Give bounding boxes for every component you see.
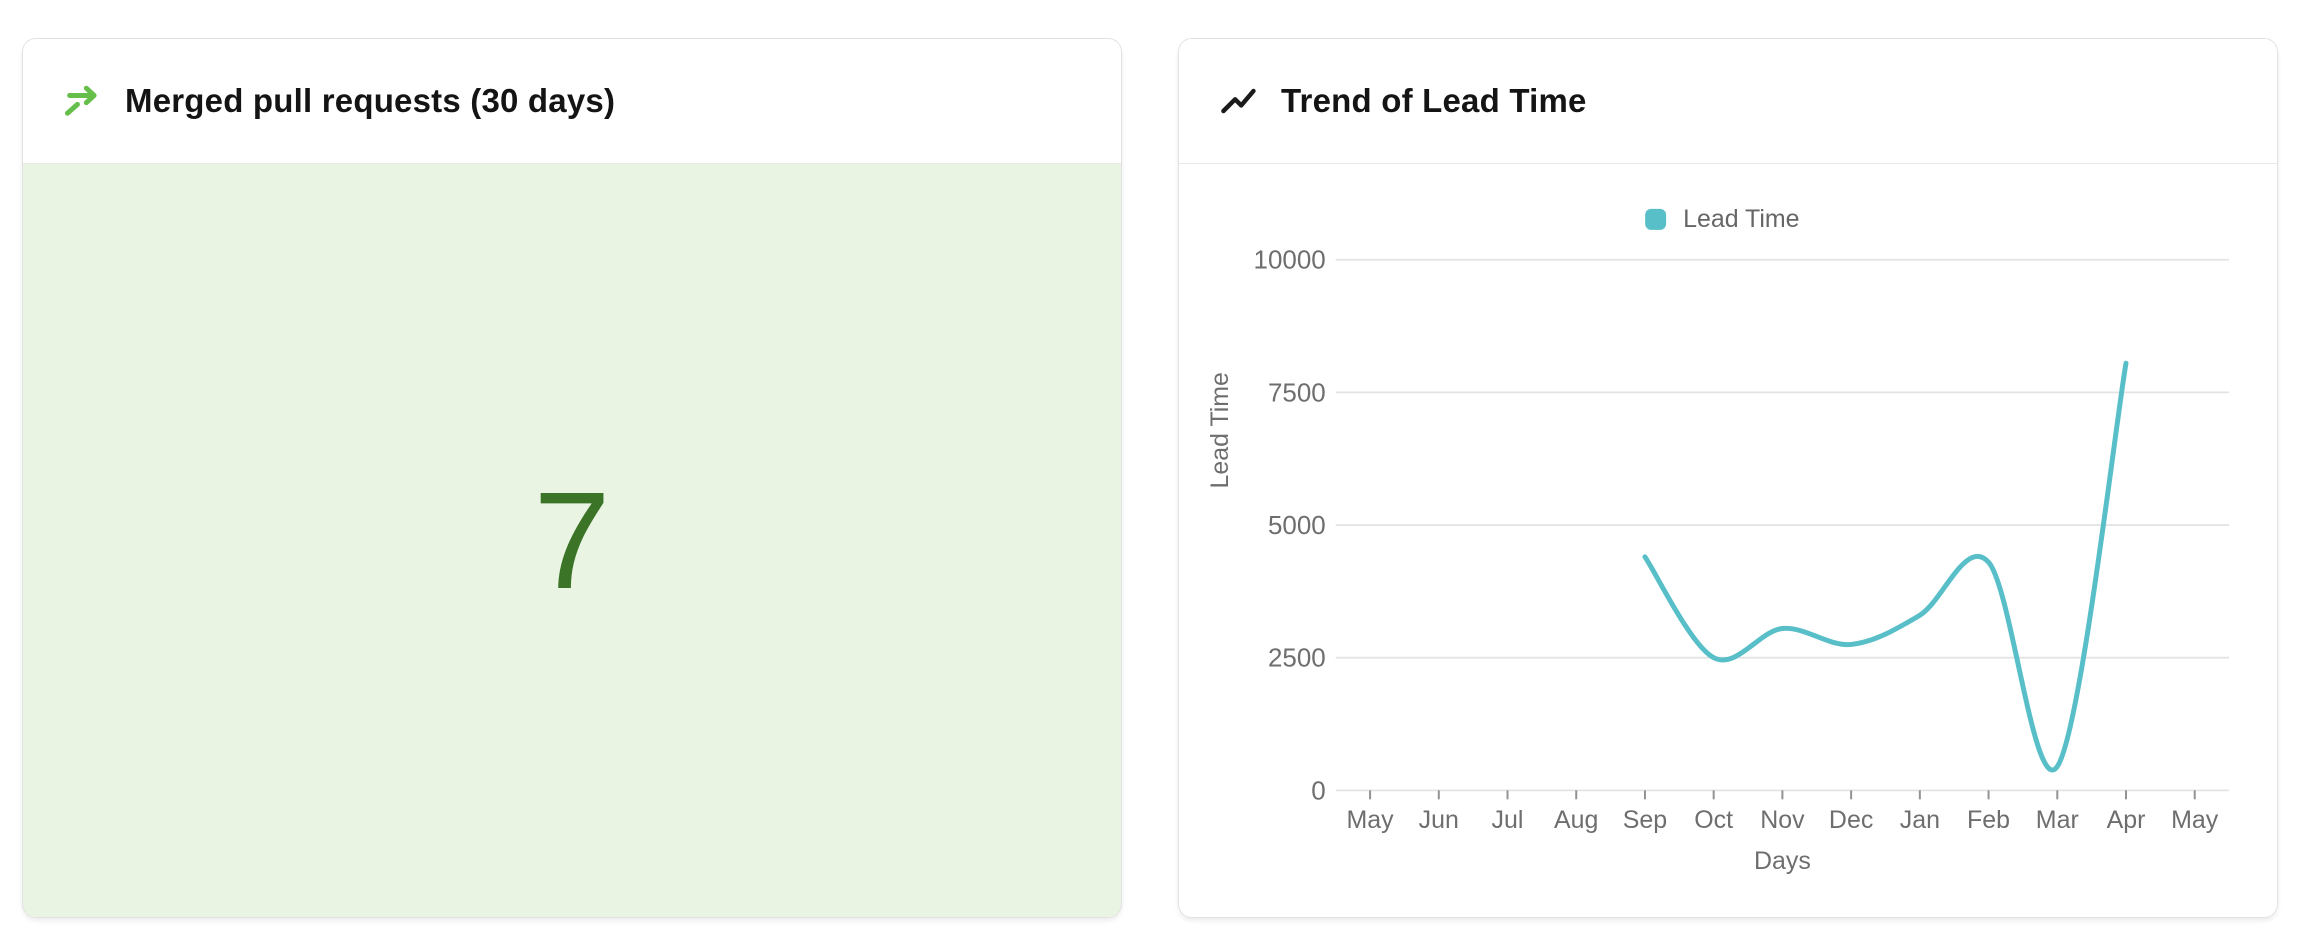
lead-time-title: Trend of Lead Time xyxy=(1281,82,1587,119)
x-tick-label: Aug xyxy=(1554,806,1598,834)
x-tick-label: May xyxy=(1347,806,1395,834)
x-axis-title: Days xyxy=(1754,847,1811,875)
y-tick-label: 7500 xyxy=(1268,379,1326,407)
merged-pr-card: Merged pull requests (30 days) 7 xyxy=(22,38,1122,918)
merged-pr-card-header: Merged pull requests (30 days) xyxy=(23,39,1121,164)
trend-up-icon xyxy=(1219,81,1259,121)
lead-time-chart-panel: 0 2500 5000 7500 10000 May Jun Jul Aug Sep Oct Nov D… xyxy=(1179,164,2277,917)
x-tick-label: Dec xyxy=(1829,806,1873,834)
merged-pr-count: 7 xyxy=(533,463,611,618)
x-tick-label: Jan xyxy=(1900,806,1940,834)
merged-pr-title: Merged pull requests (30 days) xyxy=(125,82,616,119)
merged-pr-stat-panel: 7 xyxy=(23,164,1121,917)
legend-swatch[interactable] xyxy=(1645,208,1667,230)
x-tick-label: Mar xyxy=(2036,806,2079,834)
y-axis-title: Lead Time xyxy=(1206,372,1234,488)
y-tick-label: 2500 xyxy=(1268,645,1326,673)
x-tick-label: May xyxy=(2171,806,2219,834)
y-tick-label: 5000 xyxy=(1268,512,1326,540)
x-tick-label: Feb xyxy=(1967,806,2010,834)
x-tick-label: Jul xyxy=(1492,806,1524,834)
y-tick-label: 10000 xyxy=(1254,247,1326,275)
x-tick-label: Sep xyxy=(1623,806,1667,834)
lead-time-card: Trend of Lead Time 0 2500 5000 7500 10000 May… xyxy=(1178,38,2278,918)
legend-label[interactable]: Lead Time xyxy=(1683,205,1800,233)
y-tick-label: 0 xyxy=(1311,777,1325,805)
x-tick-label: Apr xyxy=(2107,806,2146,834)
lead-time-line[interactable] xyxy=(1642,360,2129,773)
merge-arrow-icon xyxy=(63,81,103,121)
x-tick-label: Oct xyxy=(1694,806,1733,834)
lead-time-card-header: Trend of Lead Time xyxy=(1179,39,2277,164)
x-tick-label: Jun xyxy=(1419,806,1459,834)
lead-time-line-chart: 0 2500 5000 7500 10000 May Jun Jul Aug Sep Oct Nov D… xyxy=(1206,205,2230,875)
x-tick-label: Nov xyxy=(1760,806,1805,834)
